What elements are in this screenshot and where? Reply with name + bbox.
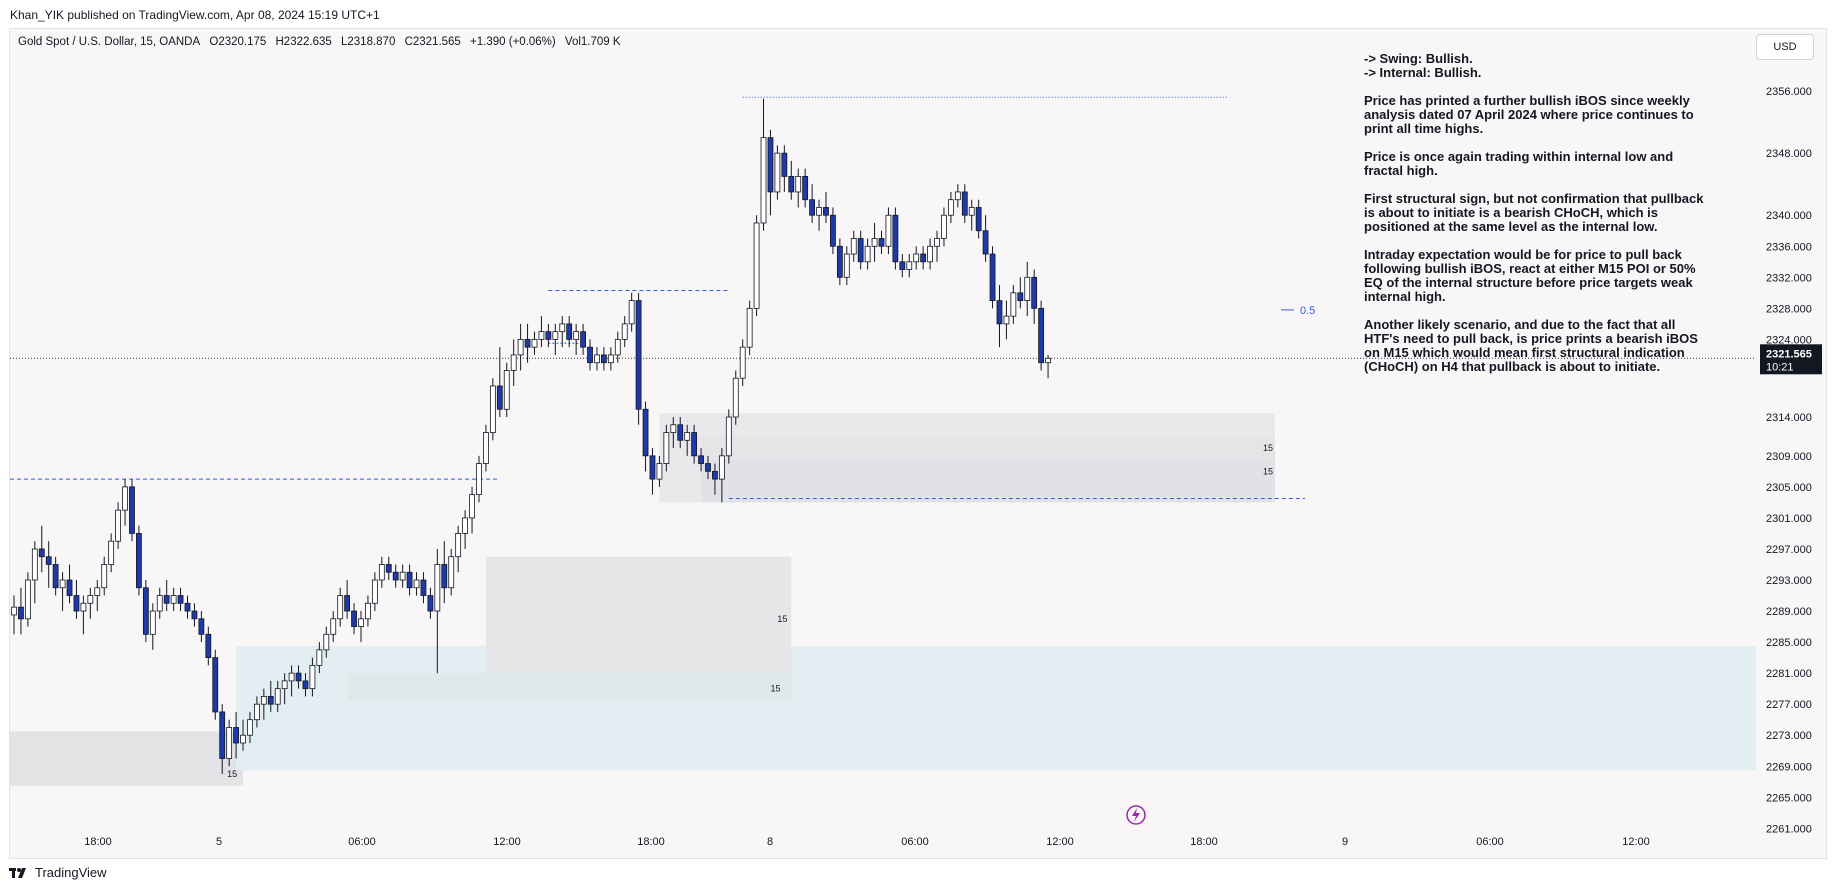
currency-button[interactable]: USD [1756,34,1814,60]
analysis-note: -> Swing: Bullish. -> Internal: Bullish.… [1364,52,1704,388]
volume-value: Vol1.709 K [564,36,621,48]
ohlc-high: H2322.635 [275,36,332,48]
footer-brand-text: TradingView [35,865,107,880]
tradingview-logo-icon [9,867,26,878]
ohlc-open: O2320.175 [209,36,267,48]
footer-brand[interactable]: TradingView [9,865,107,880]
analysis-paragraph-4: Intraday expectation would be for price … [1364,247,1696,304]
top-bar: Khan_YIK published on TradingView.com, A… [0,0,1835,28]
analysis-paragraph-3: First structural sign, but not confirmat… [1364,191,1704,234]
internal-bias: -> Internal: Bullish. [1364,65,1482,80]
swing-bias: -> Swing: Bullish. [1364,51,1473,66]
publisher-text: Khan_YIK published on TradingView.com, A… [10,8,380,22]
ohlc-change: +1.390 (+0.06%) [470,36,556,48]
symbol-name[interactable]: Gold Spot / U.S. Dollar, 15, OANDA [18,36,201,48]
ohlc-low: L2318.870 [340,36,396,48]
ohlc-close: C2321.565 [404,36,461,48]
symbol-legend[interactable]: Gold Spot / U.S. Dollar, 15, OANDA O2320… [18,36,627,48]
analysis-paragraph-2: Price is once again trading within inter… [1364,149,1674,178]
analysis-paragraph-1: Price has printed a further bullish iBOS… [1364,93,1694,136]
analysis-paragraph-5: Another likely scenario, and due to the … [1364,317,1698,374]
